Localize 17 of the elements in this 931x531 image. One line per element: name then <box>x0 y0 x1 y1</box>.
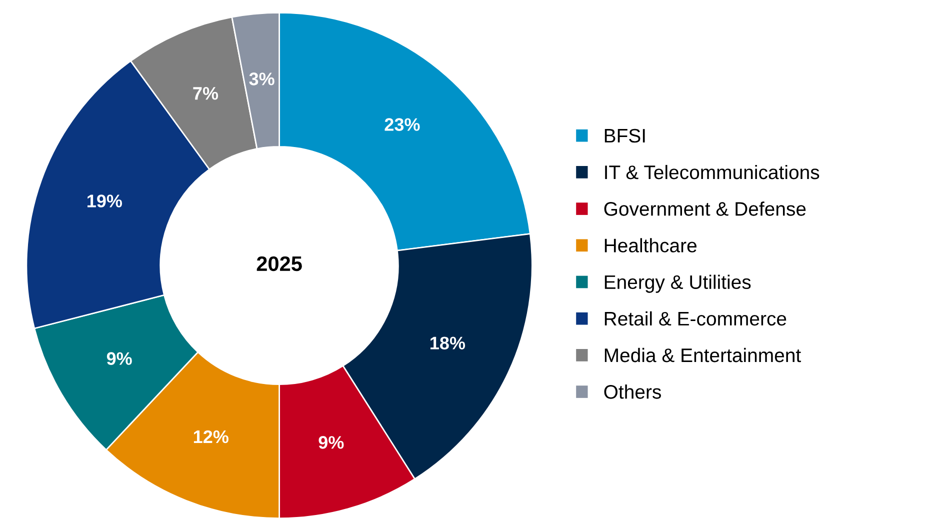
legend-label: BFSI <box>604 128 645 143</box>
legend-label: Energy & Utilities <box>604 274 751 293</box>
data-label: 18% <box>430 336 466 350</box>
legend-label: Media & Entertainment <box>604 348 801 362</box>
legend-label: IT & Telecommunications <box>605 164 820 180</box>
data-label: 19% <box>88 194 122 208</box>
data-label: 23% <box>384 118 420 131</box>
legend-label: Others <box>604 384 661 399</box>
data-label: 9% <box>106 352 132 365</box>
legend-label: Healthcare <box>604 238 696 252</box>
data-label: 9% <box>318 436 344 449</box>
data-label: 12% <box>194 430 228 444</box>
data-label: 3% <box>249 72 274 86</box>
legend-label: Government & Defense <box>604 202 806 216</box>
data-label: 7% <box>193 87 218 100</box>
text: 2025 <box>256 256 302 272</box>
legend-label: Retail & E-commerce <box>604 311 786 326</box>
